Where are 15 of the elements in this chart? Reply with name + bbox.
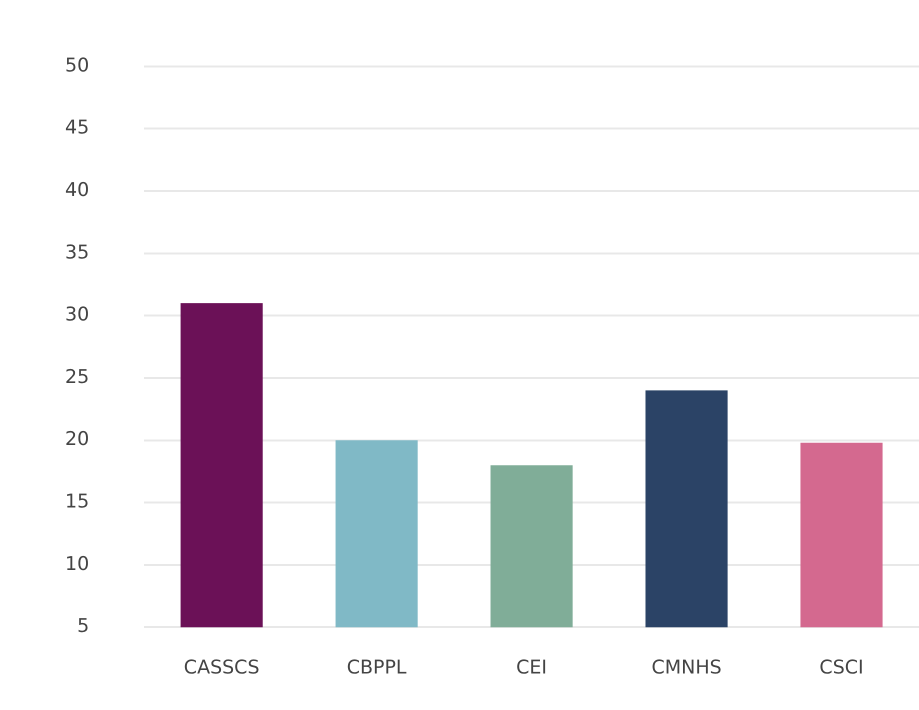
x-tick-label: CSCI xyxy=(819,656,864,679)
y-tick-label: 50 xyxy=(64,54,90,76)
y-tick-label: 20 xyxy=(64,428,90,450)
x-tick-label: CMNHS xyxy=(651,656,722,679)
y-tick-label: 10 xyxy=(64,552,90,575)
x-tick-label: CEI xyxy=(516,656,548,679)
y-tick-label: 30 xyxy=(64,304,90,326)
y-tick-label: 25 xyxy=(64,366,90,388)
y-tick-label: 45 xyxy=(64,116,90,139)
y-tick-label: 5 xyxy=(77,615,90,638)
y-tick-label: 35 xyxy=(64,241,90,264)
x-tick-label: CBPPL xyxy=(346,656,407,679)
x-tick-label: CASSCS xyxy=(184,656,260,679)
y-tick-label: 15 xyxy=(64,490,90,513)
y-tick-label: 40 xyxy=(64,178,90,201)
